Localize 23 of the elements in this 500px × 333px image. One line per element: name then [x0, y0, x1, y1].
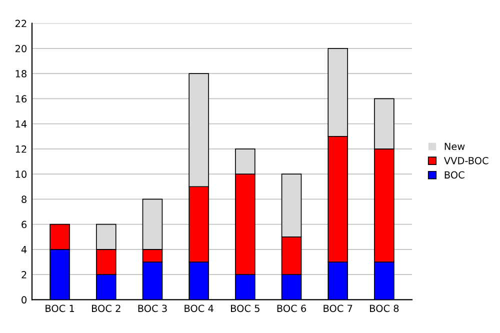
y-tick-label: 10 [16, 170, 26, 178]
y-tick-label: 22 [15, 20, 26, 28]
legend-label: BOC [444, 171, 464, 179]
x-tick-label: BOC 1 [46, 304, 74, 312]
legend-label: VVD-BOC [444, 156, 488, 164]
legend-label: New [444, 142, 465, 150]
y-tick-label: 18 [16, 70, 26, 78]
x-tick-label: BOC 7 [324, 304, 352, 312]
y-tick-label: 2 [22, 271, 26, 278]
y-tick-label: 16 [16, 95, 27, 103]
x-tick-label: BOC 8 [370, 304, 399, 312]
y-tick-label: 6 [22, 220, 27, 228]
y-tick-label: 4 [21, 246, 27, 254]
y-tick-label: 12 [16, 145, 26, 153]
x-tick-label: BOC 3 [138, 304, 167, 312]
y-tick-label: 20 [15, 44, 26, 52]
x-tick-label: BOC 4 [184, 304, 214, 312]
y-tick-label: 0 [22, 296, 26, 304]
x-tick-label: BOC 6 [277, 304, 306, 312]
x-tick-label: BOC 5 [231, 304, 260, 312]
y-tick-label: 14 [16, 120, 27, 128]
x-tick-label: BOC 2 [92, 304, 120, 312]
y-tick-label: 8 [22, 196, 26, 204]
